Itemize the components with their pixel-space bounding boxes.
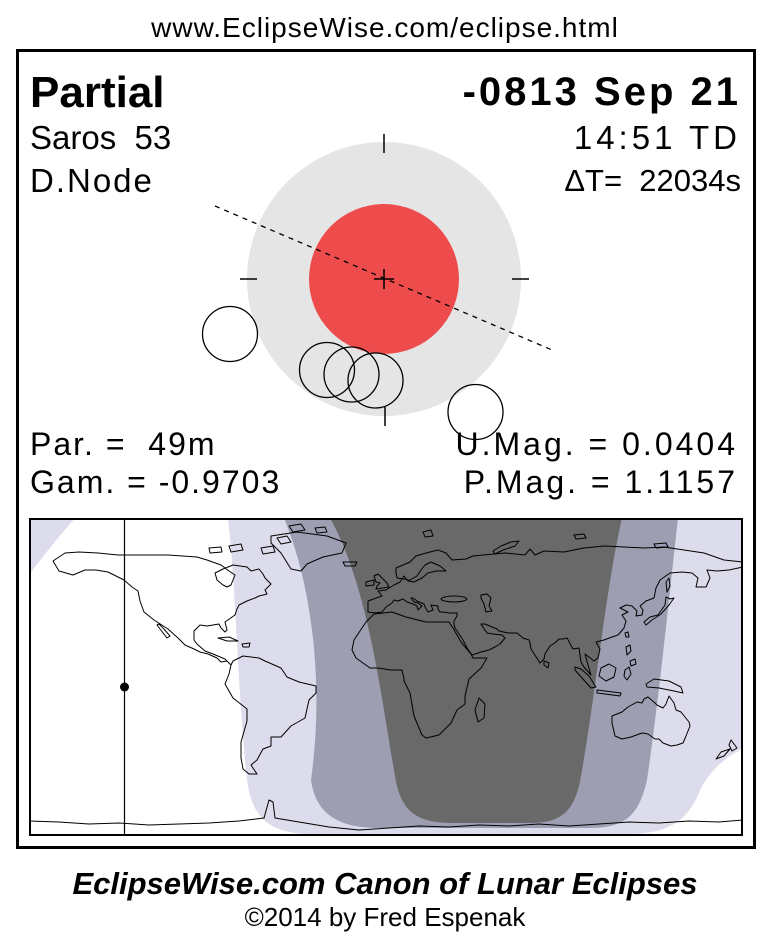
- page-title: www.EclipseWise.com/eclipse.html: [151, 12, 619, 43]
- visibility-world-map: [29, 518, 743, 836]
- shadow-geometry-diagram: [201, 134, 553, 441]
- moon-contact-circle: [201, 305, 259, 363]
- coastline-british-isles: [365, 573, 390, 590]
- moon-contact-circle: [298, 341, 356, 399]
- coastline-australia: [611, 695, 738, 760]
- node-label: D.Node: [30, 162, 154, 199]
- moon-contact-circle: [347, 352, 404, 409]
- penumbra-tick-marks: [240, 134, 529, 426]
- moon-greatest-circle: [323, 346, 380, 403]
- canon-title: EclipseWise.com Canon of Lunar Eclipses: [72, 866, 698, 901]
- copyright-notice: ©2014 by Fred Espenak: [244, 902, 526, 932]
- coastline-east-asia-islands: [543, 577, 675, 669]
- coastline-south-america: [217, 636, 317, 775]
- sub-lunar-point-dot: [120, 682, 129, 692]
- coastline-eurasia-north: [367, 545, 743, 602]
- eclipse-type-label: Partial: [30, 68, 165, 117]
- coastline-inland-seas: [440, 593, 493, 613]
- visibility-zone-corner-wedge: [29, 518, 75, 575]
- coastlines: [29, 523, 743, 831]
- coastline-arctic-islands: [208, 523, 669, 555]
- eclipse-time-label: 14:51 TD: [573, 119, 741, 156]
- coastline-antarctica: [29, 799, 743, 831]
- moon-contact-circle: [447, 383, 504, 441]
- map-frame: [29, 518, 743, 836]
- delta-t-label: ΔT= 22034s: [564, 163, 741, 198]
- coastline-eurasia-south: [367, 566, 743, 676]
- saros-label: Saros 53: [30, 119, 172, 156]
- coastline-north-america: [52, 551, 272, 666]
- gamma-label: Gam. = -0.9703: [30, 464, 282, 500]
- shadow-center-crosshair: [374, 269, 394, 289]
- partial-duration-label: Par. = 49m: [30, 426, 217, 462]
- penumbral-magnitude-label: P.Mag. = 1.1157: [463, 464, 738, 500]
- coastline-africa: [351, 611, 488, 739]
- visibility-zone-no-eclipse: [330, 518, 622, 823]
- moon-position-circles: [201, 305, 504, 441]
- coastline-greenland: [270, 531, 358, 572]
- umbral-magnitude-label: U.Mag. = 0.0404: [455, 426, 738, 462]
- eclipse-date-label: -0813 Sep 21: [462, 70, 741, 114]
- coastline-indonesia: [574, 663, 684, 697]
- figure-frame: [16, 49, 756, 849]
